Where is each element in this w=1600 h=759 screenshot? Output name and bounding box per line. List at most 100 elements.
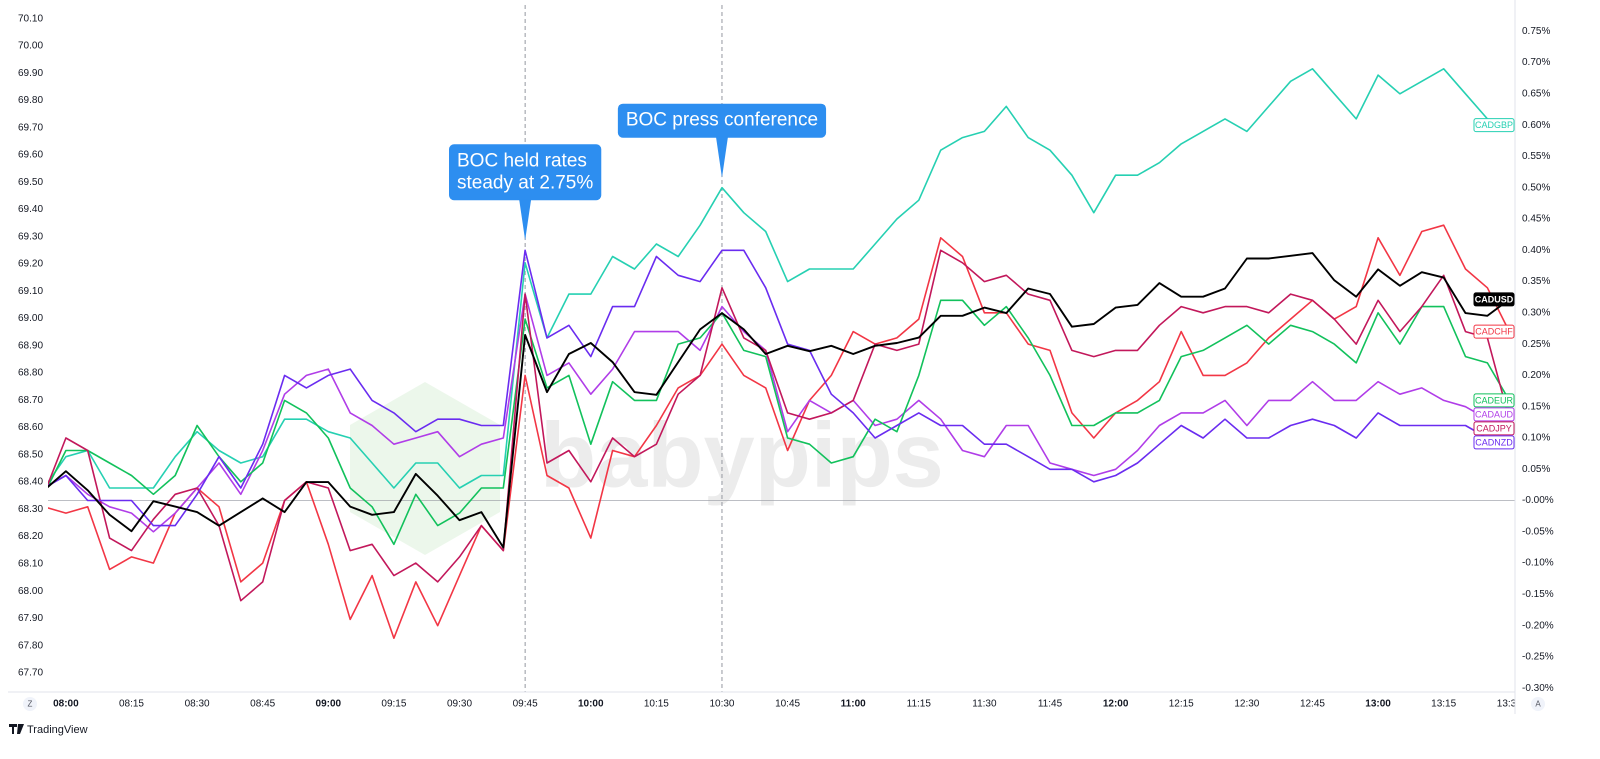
- y-tick-label: 67.80: [18, 640, 43, 651]
- y2-tick-label: 0.35%: [1522, 276, 1550, 287]
- y-tick-label: 69.20: [18, 259, 43, 270]
- x-tick-label: 10:00: [578, 699, 604, 710]
- scale-button-label: A: [1535, 700, 1541, 709]
- y-tick-label: 69.70: [18, 122, 43, 133]
- y-tick-label: 68.80: [18, 368, 43, 379]
- x-tick-label: 08:00: [53, 699, 79, 710]
- annotation-box: [449, 144, 602, 201]
- y2-tick-label: 0.30%: [1522, 307, 1550, 318]
- y2-tick-label: 0.45%: [1522, 214, 1550, 225]
- legend-tag: [1473, 435, 1515, 450]
- x-tick-label: 09:45: [513, 699, 538, 710]
- x-tick-label: 11:30: [972, 699, 997, 710]
- annotation: BOC press conference: [617, 103, 827, 178]
- annotation-text: steady at 2.75%: [457, 172, 593, 193]
- y-tick-label: 69.40: [18, 204, 43, 215]
- y-tick-label: 70.00: [18, 41, 43, 52]
- x-tick-label: 13:00: [1365, 699, 1391, 710]
- y2-tick-label: -0.05%: [1522, 526, 1554, 537]
- legend-label: CADGBP: [1475, 120, 1513, 130]
- y2-tick-label: 0.40%: [1522, 245, 1550, 256]
- y-tick-label: 67.70: [18, 668, 43, 679]
- annotation-box: [617, 103, 827, 138]
- y-tick-label: 68.10: [18, 559, 43, 570]
- scale-button: [1531, 697, 1545, 711]
- x-tick-label: 12:00: [1103, 699, 1129, 710]
- x-tick-label: 09:15: [381, 699, 406, 710]
- y2-tick-label: 0.75%: [1522, 26, 1550, 37]
- legend-label: CADNZD: [1475, 437, 1513, 447]
- legend-tag: [1473, 324, 1515, 339]
- annotation-text: BOC press conference: [626, 110, 818, 131]
- y2-tick-label: 0.55%: [1522, 151, 1550, 162]
- x-tick-label: 11:15: [907, 699, 932, 710]
- y-tick-label: 69.60: [18, 150, 43, 161]
- y2-tick-label: 0.20%: [1522, 370, 1550, 381]
- y2-tick-label: 0.25%: [1522, 339, 1550, 350]
- y2-tick-label: 0.70%: [1522, 57, 1550, 68]
- branding: TradingView: [27, 724, 88, 736]
- x-tick-label: 12:30: [1234, 699, 1259, 710]
- y2-tick-label: 0.05%: [1522, 464, 1550, 475]
- y-tick-label: 68.00: [18, 586, 43, 597]
- legend-tag: [1473, 393, 1515, 408]
- x-tick-label: 10:45: [775, 699, 800, 710]
- x-tick-label: 11:00: [841, 699, 866, 710]
- annotation-pointer: [519, 199, 532, 241]
- y-tick-label: 68.20: [18, 531, 43, 542]
- x-tick-label: 09:00: [316, 699, 342, 710]
- y2-tick-label: 0.10%: [1522, 433, 1550, 444]
- brand-logo: [9, 724, 24, 734]
- legend-label: CADCHF: [1475, 326, 1513, 336]
- y2-tick-label: -0.20%: [1522, 620, 1554, 631]
- legend-tag: [1473, 421, 1515, 436]
- x-tick-label: 13:15: [1431, 699, 1456, 710]
- x-tick-label: 10:15: [644, 699, 669, 710]
- scale-button-label: Z: [28, 700, 33, 709]
- y-tick-label: 69.30: [18, 231, 43, 242]
- series-line: [48, 249, 1511, 602]
- legend-label: CADJPY: [1476, 423, 1512, 433]
- x-tick-label: 12:15: [1169, 699, 1194, 710]
- y2-tick-label: 0.60%: [1522, 120, 1550, 131]
- watermark-logo: [350, 382, 500, 555]
- series-line: [48, 252, 1510, 549]
- series-line: [48, 299, 1510, 546]
- series-line: [48, 249, 1510, 527]
- series-line: [48, 68, 1510, 489]
- y2-tick-label: -0.25%: [1522, 652, 1554, 663]
- y-tick-label: 70.10: [18, 13, 43, 24]
- y-tick-label: 69.90: [18, 68, 43, 79]
- annotation-pointer: [715, 136, 728, 178]
- y2-tick-label: -0.10%: [1522, 558, 1554, 569]
- x-tick-label: 08:30: [185, 699, 210, 710]
- legend-label: CADAUD: [1475, 409, 1514, 419]
- y2-tick-label: -0.30%: [1522, 683, 1554, 694]
- x-tick-label: 11:45: [1038, 699, 1063, 710]
- legend-label: CADUSD: [1475, 294, 1514, 304]
- y-tick-label: 68.70: [18, 395, 43, 406]
- legend-label: CADEUR: [1475, 395, 1514, 405]
- y-tick-label: 69.80: [18, 95, 43, 106]
- x-tick-label: 08:45: [250, 699, 275, 710]
- y-tick-label: 68.30: [18, 504, 43, 515]
- scale-button: [23, 697, 37, 711]
- x-tick-label: 08:15: [119, 699, 144, 710]
- y-tick-label: 68.90: [18, 340, 43, 351]
- y-tick-label: 68.60: [18, 422, 43, 433]
- y-tick-label: 69.50: [18, 177, 43, 188]
- y2-tick-label: 0.15%: [1522, 401, 1550, 412]
- y2-tick-label: -0.00%: [1522, 495, 1554, 506]
- x-tick-label: 13:30: [1497, 699, 1522, 710]
- y2-tick-label: 0.65%: [1522, 88, 1550, 99]
- y2-tick-label: -0.15%: [1522, 589, 1554, 600]
- legend-tag: [1473, 118, 1515, 133]
- right-axis-panel: [1515, 0, 1600, 720]
- y2-tick-label: 0.50%: [1522, 182, 1550, 193]
- y-tick-label: 69.10: [18, 286, 43, 297]
- legend-tag: [1473, 292, 1515, 307]
- watermark: babypips: [540, 404, 944, 506]
